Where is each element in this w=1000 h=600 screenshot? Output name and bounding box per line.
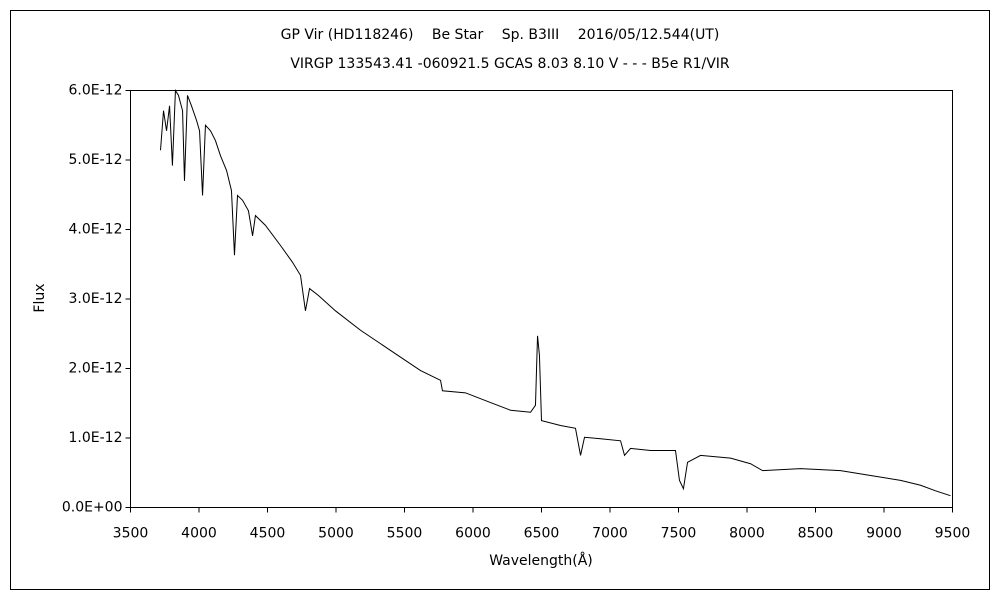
x-tick-label: 8500 <box>798 526 834 542</box>
x-tick-label: 6500 <box>524 526 560 542</box>
y-tick-label: 3.0E-12 <box>69 291 123 307</box>
x-tick-label: 4500 <box>250 526 286 542</box>
spectrum-line <box>160 88 951 497</box>
chart-frame <box>10 10 990 590</box>
x-tick-label: 7000 <box>592 526 628 542</box>
y-tick-label: 2.0E-12 <box>69 361 123 377</box>
x-tick-label: 5500 <box>387 526 423 542</box>
y-tick-label: 4.0E-12 <box>69 222 123 238</box>
y-tick-label: 1.0E-12 <box>69 430 123 446</box>
x-tick-label: 3500 <box>113 526 149 542</box>
y-tick-label: 6.0E-12 <box>69 83 123 99</box>
x-tick-label: 9000 <box>866 526 902 542</box>
x-tick-label: 7500 <box>661 526 697 542</box>
x-tick-label: 5000 <box>318 526 354 542</box>
y-tick-label: 5.0E-12 <box>69 152 123 168</box>
x-tick-label: 9500 <box>935 526 971 542</box>
chart-title: GP Vir (HD118246) Be Star Sp. B3III 2016… <box>281 27 720 43</box>
x-tick-label: 6000 <box>455 526 491 542</box>
y-axis-label: Flux <box>32 283 48 312</box>
x-tick-label: 8000 <box>729 526 765 542</box>
x-tick-label: 4000 <box>181 526 217 542</box>
x-axis-label: Wavelength(Å) <box>489 552 593 569</box>
y-tick-label: 0.0E+00 <box>62 500 123 516</box>
chart-subtitle: VIRGP 133543.41 -060921.5 GCAS 8.03 8.10… <box>290 56 730 72</box>
